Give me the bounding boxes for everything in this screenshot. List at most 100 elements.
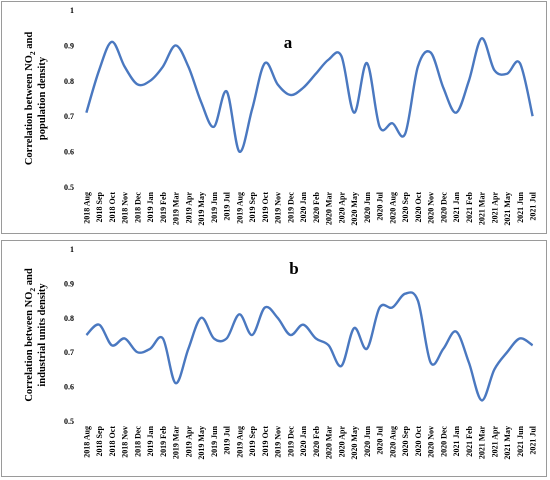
data-point [264,306,266,308]
data-point [238,150,240,152]
data-point [315,73,317,75]
x-tick-label: 2019 Jan [146,425,155,456]
x-tick-label: 2020 Sep [401,191,410,222]
x-tick-label: 2020 Mar [325,192,334,226]
data-point [366,348,368,350]
data-point [136,83,138,85]
data-point [353,327,355,329]
data-point [111,41,113,43]
data-point [442,348,444,350]
data-point [302,323,304,325]
data-point [455,330,457,332]
x-tick-label: 2019 Nov [274,426,283,458]
data-point [174,382,176,384]
data-point [353,111,355,113]
x-tick-label: 2020 Jan [299,191,308,222]
data-point [531,344,533,346]
x-tick-label: 2019 Sep [248,191,257,222]
data-point [136,351,138,353]
data-point [187,65,189,67]
data-point [519,62,521,64]
data-point [213,126,215,128]
x-tick-label: 2018 Aug [82,192,91,224]
data-point [429,51,431,53]
x-tick-label: 2020 Jun [363,191,372,222]
x-tick-label: 2018 Aug [82,426,91,458]
data-point [98,323,100,325]
data-point [200,317,202,319]
chart-panel-b: 0.5 0.6 0.7 0.8 0.9 1 2018 Aug 2018 Sep 2018 Oct… [1,240,547,477]
x-tick-label: 2018 Nov [121,426,130,458]
data-point [455,111,457,113]
x-tick-label: 2019 Oct [261,192,270,223]
data-point [289,94,291,96]
x-tick-label: 2021 Jan [452,191,461,222]
data-point [111,344,113,346]
y-tick-label: 1 [70,6,74,15]
data-point [200,101,202,103]
data-point [162,337,164,339]
data-point [442,87,444,89]
data-point [264,62,266,64]
data-point [327,344,329,346]
x-tick-label: 2021 Jun [516,425,525,456]
data-point [468,361,470,363]
x-tick-label: 2019 May [197,192,206,226]
data-point [378,306,380,308]
series-line [85,37,534,153]
x-tick-label: 2019 Oct [261,426,270,457]
x-tick-label: 2020 Apr [337,192,346,224]
data-point [378,126,380,128]
x-tick-label: 2019 Apr [184,426,193,458]
data-point [340,365,342,367]
x-tick-label: 2018 Dec [133,192,142,223]
data-point [340,55,342,57]
y-tick-label: 0.9 [64,279,74,288]
x-tick-label: 2020 Feb [312,191,321,222]
x-tick-label: 2019 Jun [210,191,219,222]
x-tick-label: 2019 Jul [223,425,232,454]
data-point [276,317,278,319]
x-tick-label: 2020 Dec [439,192,448,223]
x-tick-label: 2020 Jul [376,425,385,454]
x-tick-label: 2019 Nov [274,192,283,224]
x-tick-label: 2020 Feb [312,425,321,456]
y-tick-label: 0.7 [64,348,74,357]
x-tick-label: 2019 Aug [235,426,244,458]
x-tick-label: 2020 Jul [376,191,385,220]
panel-label: a [284,33,293,52]
x-tick-label: 2021 Jul [529,425,538,454]
data-point [417,299,419,301]
data-point [506,351,508,353]
y-tick-label: 0.5 [64,183,74,192]
data-point [98,69,100,71]
x-tick-label: 2019 Aug [235,192,244,224]
x-tick-label: 2020 Jan [299,425,308,456]
data-point [391,306,393,308]
data-point [493,69,495,71]
x-tick-label: 2020 Nov [427,426,436,458]
y-tick-label: 0.9 [64,41,74,50]
y-axis-label: Correlation between NO2 and [24,268,37,402]
x-tick-label: 2019 Dec [286,426,295,457]
chart-panel-a: 0.5 0.6 0.7 0.8 0.9 1 2018 Aug 2018 Sep 2018 Oct… [1,1,547,234]
x-tick-label: 2021 Feb [465,191,474,222]
data-point [417,65,419,67]
data-point [251,108,253,110]
x-tick-label: 2019 Feb [159,425,168,456]
x-tick-label: 2020 Oct [414,426,423,457]
data-point [404,133,406,135]
x-tick-label: 2021 May [503,192,512,226]
data-point [187,348,189,350]
data-point [302,87,304,89]
y-tick-label: 0.8 [64,314,74,323]
x-tick-label: 2020 Nov [427,192,436,224]
data-point [506,73,508,75]
y-axis-label-line-2: population density [37,56,48,140]
x-tick-label: 2019 May [197,426,206,460]
x-tick-label: 2018 Oct [108,426,117,457]
data-point [519,337,521,339]
x-tick-label: 2019 Mar [172,192,181,226]
y-tick-label: 0.5 [64,417,74,426]
data-point [315,337,317,339]
